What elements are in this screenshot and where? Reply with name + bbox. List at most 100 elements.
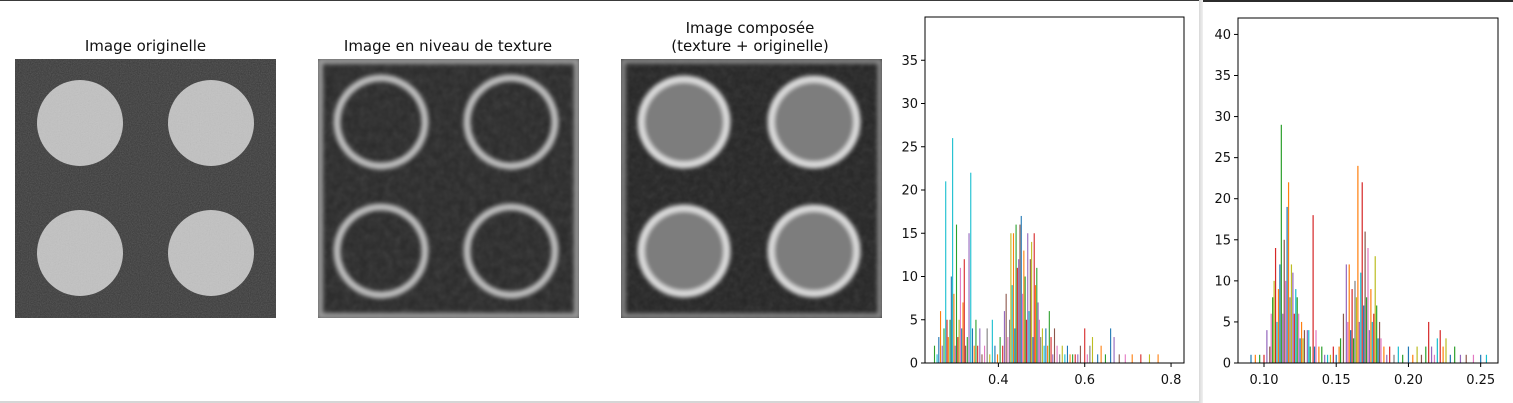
y-tick-label: 5	[910, 313, 918, 328]
histogram-bar	[975, 319, 977, 363]
histogram-bar	[1365, 297, 1368, 363]
composite-disk	[767, 204, 861, 298]
histogram-bar	[989, 354, 991, 363]
y-tick-label: 5	[1223, 315, 1231, 330]
window-top-border-right	[1203, 0, 1513, 2]
histogram-bar	[953, 293, 955, 363]
histogram-bar	[981, 354, 983, 363]
histogram-bar	[986, 328, 988, 363]
histogram-bar	[1066, 345, 1068, 363]
histogram-bar	[1364, 231, 1366, 363]
histogram-bar	[1339, 338, 1342, 363]
histogram-bar	[968, 233, 970, 363]
y-tick-label: 25	[901, 140, 918, 155]
histogram-bar	[1061, 345, 1063, 363]
histogram-bar	[1015, 224, 1017, 363]
x-tick-label: 0.6	[1074, 373, 1095, 388]
panel-title-texture: Image en niveau de texture	[343, 37, 553, 55]
histogram-bar	[1354, 280, 1356, 363]
histogram-bar	[1480, 354, 1482, 363]
histogram-bar	[1412, 354, 1414, 363]
histogram-bar	[1079, 345, 1081, 363]
histogram-bar	[1378, 321, 1381, 363]
histogram-bar	[1072, 354, 1074, 363]
histogram-bar	[1287, 182, 1290, 363]
pane-divider[interactable]	[1199, 0, 1203, 403]
histogram-bar	[1011, 285, 1013, 363]
y-tick-label: 10	[901, 270, 918, 285]
histogram-bar	[1377, 338, 1379, 363]
histogram-bar	[1433, 354, 1436, 363]
histogram-bar	[991, 319, 993, 363]
y-tick-label: 0	[1223, 357, 1231, 372]
histogram-bar	[1131, 354, 1133, 363]
histogram-bar	[1043, 345, 1045, 363]
histogram-bar	[1289, 297, 1291, 363]
histogram-bar	[1022, 293, 1024, 363]
histogram-1: 0 5 10 15 20 25 30 35 0.4 0.6 0.8	[901, 16, 1185, 388]
histogram-bar	[1028, 311, 1030, 363]
histogram-bar	[977, 345, 979, 363]
histogram-bar	[1009, 319, 1011, 363]
histogram-bar	[943, 328, 945, 363]
histogram-bar	[1402, 354, 1404, 363]
histogram-bar	[1089, 345, 1091, 363]
histogram-bar	[1064, 354, 1066, 363]
histogram-bar	[1025, 319, 1027, 363]
histogram-bar	[1023, 250, 1025, 363]
histogram-bar	[1318, 346, 1320, 363]
histogram-bar	[1059, 354, 1061, 363]
histogram-bar	[1351, 289, 1353, 363]
histogram-bar	[1407, 346, 1410, 363]
histogram-bar	[1250, 354, 1252, 363]
texture-ring	[463, 74, 559, 170]
histogram-bar	[1357, 165, 1359, 363]
histogram-bar	[1361, 182, 1363, 363]
histogram-bar	[1315, 330, 1317, 363]
histogram-bar	[1277, 289, 1280, 363]
histogram-bar	[999, 337, 1001, 363]
texture-ring	[333, 74, 429, 170]
histogram-bar	[1040, 337, 1042, 363]
histogram-bar	[1459, 354, 1462, 363]
histogram-bar	[1329, 354, 1332, 363]
histogram-bar	[1436, 338, 1438, 363]
histogram-bar	[1306, 330, 1308, 363]
histogram-bar	[936, 354, 938, 363]
histogram-bar	[1363, 305, 1365, 363]
histogram-bar	[1074, 354, 1076, 363]
histogram-bar	[1069, 354, 1071, 363]
histogram-bar	[973, 345, 975, 363]
histogram-bar	[1389, 346, 1391, 363]
histogram-bar	[1097, 354, 1099, 363]
histogram-bar	[1335, 354, 1337, 363]
histogram-bar	[1053, 328, 1056, 363]
histogram-bar	[1274, 248, 1277, 363]
original-image	[15, 59, 276, 318]
histogram-bar	[958, 319, 960, 363]
histogram-bar	[1370, 289, 1372, 363]
y-tick-label: 35	[901, 54, 918, 69]
histogram-bar	[971, 328, 974, 363]
histogram-bar	[1263, 354, 1265, 363]
histogram-bar	[1018, 259, 1020, 363]
histogram-bar	[994, 345, 996, 363]
histogram-bar	[1047, 345, 1049, 363]
histogram-bar	[1380, 338, 1382, 363]
histogram-bar	[1347, 321, 1349, 363]
histogram-bar	[1029, 259, 1031, 363]
histogram-bar	[1454, 346, 1456, 363]
histogram-bar	[996, 354, 999, 363]
histogram-bar	[939, 311, 942, 363]
histogram-bar	[1077, 354, 1079, 363]
histogram-bar	[1296, 297, 1298, 363]
composite-disk	[637, 204, 731, 298]
histogram-bar	[1279, 264, 1281, 363]
histogram-bar	[1157, 354, 1159, 363]
histogram-bar	[952, 138, 954, 363]
histogram-bar	[1485, 354, 1488, 363]
histogram-bar	[1439, 330, 1441, 363]
histogram-bar	[1014, 328, 1016, 363]
histogram-bar	[1371, 321, 1373, 363]
histogram-bar	[1273, 280, 1275, 363]
